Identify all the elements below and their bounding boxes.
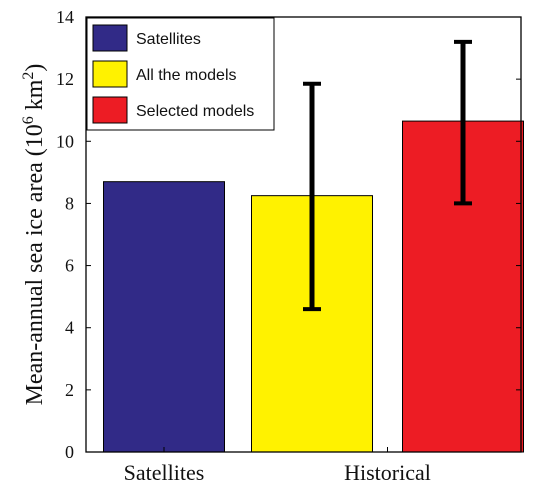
x-axis: Satellites Historical xyxy=(124,447,431,484)
legend-swatch-satellites xyxy=(92,24,128,52)
y-tick-label: 4 xyxy=(65,318,74,338)
legend: Satellites All the models Selected models xyxy=(86,17,275,131)
error-bars-group xyxy=(303,39,472,312)
legend-swatch-selected-models xyxy=(92,96,128,124)
y-axis-label-unit: km xyxy=(22,79,48,116)
y-tick-label: 14 xyxy=(56,7,74,27)
error-bar-all-the-models xyxy=(303,81,321,312)
legend-label-selected-models: Selected models xyxy=(136,103,254,120)
y-tick-label: 0 xyxy=(65,442,74,462)
error-bar-selected-models xyxy=(454,39,472,206)
plot-frame xyxy=(85,16,522,453)
legend-label-all-the-models: All the models xyxy=(136,67,237,84)
y-tick-label: 10 xyxy=(56,131,74,151)
y-axis-label-main: Mean-annual sea ice area (10 xyxy=(22,124,48,405)
legend-swatch-all-the-models xyxy=(92,60,128,88)
y-tick-label: 12 xyxy=(56,69,74,89)
y-axis-label-unit-exponent: 2 xyxy=(20,72,37,80)
bar-satellites-satellites xyxy=(103,181,225,453)
y-axis-label: Mean-annual sea ice area (106 km2) xyxy=(20,64,48,406)
y-axis-label-close: ) xyxy=(22,64,48,72)
x-tick-label-satellites: Satellites xyxy=(124,460,205,484)
x-tick-label-historical: Historical xyxy=(344,460,431,484)
y-tick-label: 8 xyxy=(65,193,74,213)
y-tick-label: 6 xyxy=(65,256,74,276)
y-axis: 0 2 4 6 8 10 12 14 xyxy=(56,7,521,462)
legend-label-satellites: Satellites xyxy=(136,31,201,48)
y-tick-label: 2 xyxy=(65,380,74,400)
y-axis-label-exponent: 6 xyxy=(20,116,37,124)
